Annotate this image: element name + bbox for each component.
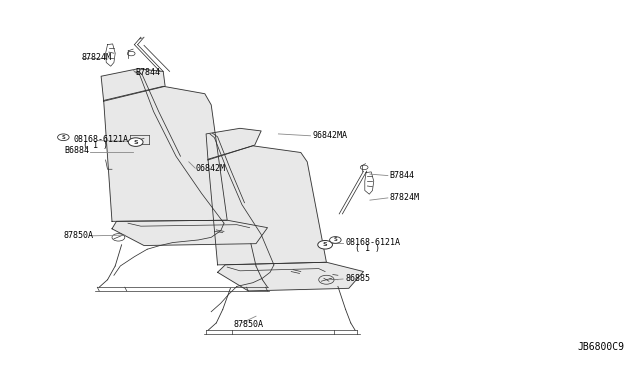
Text: B6884: B6884 [64,146,89,155]
Text: 87850A: 87850A [64,231,94,240]
Polygon shape [112,220,268,246]
Text: S: S [333,237,337,243]
Text: ( 1 ): ( 1 ) [83,141,108,150]
Polygon shape [101,69,165,101]
Circle shape [317,240,333,249]
Polygon shape [206,128,261,160]
Circle shape [58,134,69,141]
Text: JB6800C9: JB6800C9 [577,341,624,352]
Polygon shape [104,86,227,221]
Text: 08168-6121A: 08168-6121A [346,238,401,247]
Text: 06842M: 06842M [195,164,225,173]
Text: S: S [133,140,138,145]
Text: S: S [61,135,65,140]
Text: 87824M: 87824M [82,53,112,62]
Text: S: S [323,242,328,247]
Text: B7844: B7844 [136,68,161,77]
Text: ( 1 ): ( 1 ) [355,244,380,253]
Circle shape [128,138,143,146]
Text: 08168-6121A: 08168-6121A [74,135,129,144]
Text: 86885: 86885 [346,274,371,283]
Text: 87824M: 87824M [389,193,419,202]
Polygon shape [218,262,364,291]
Circle shape [330,237,341,243]
Text: 87850A: 87850A [234,320,264,329]
Polygon shape [208,146,326,265]
Text: B7844: B7844 [389,171,414,180]
Text: 96842MA: 96842MA [312,131,348,140]
